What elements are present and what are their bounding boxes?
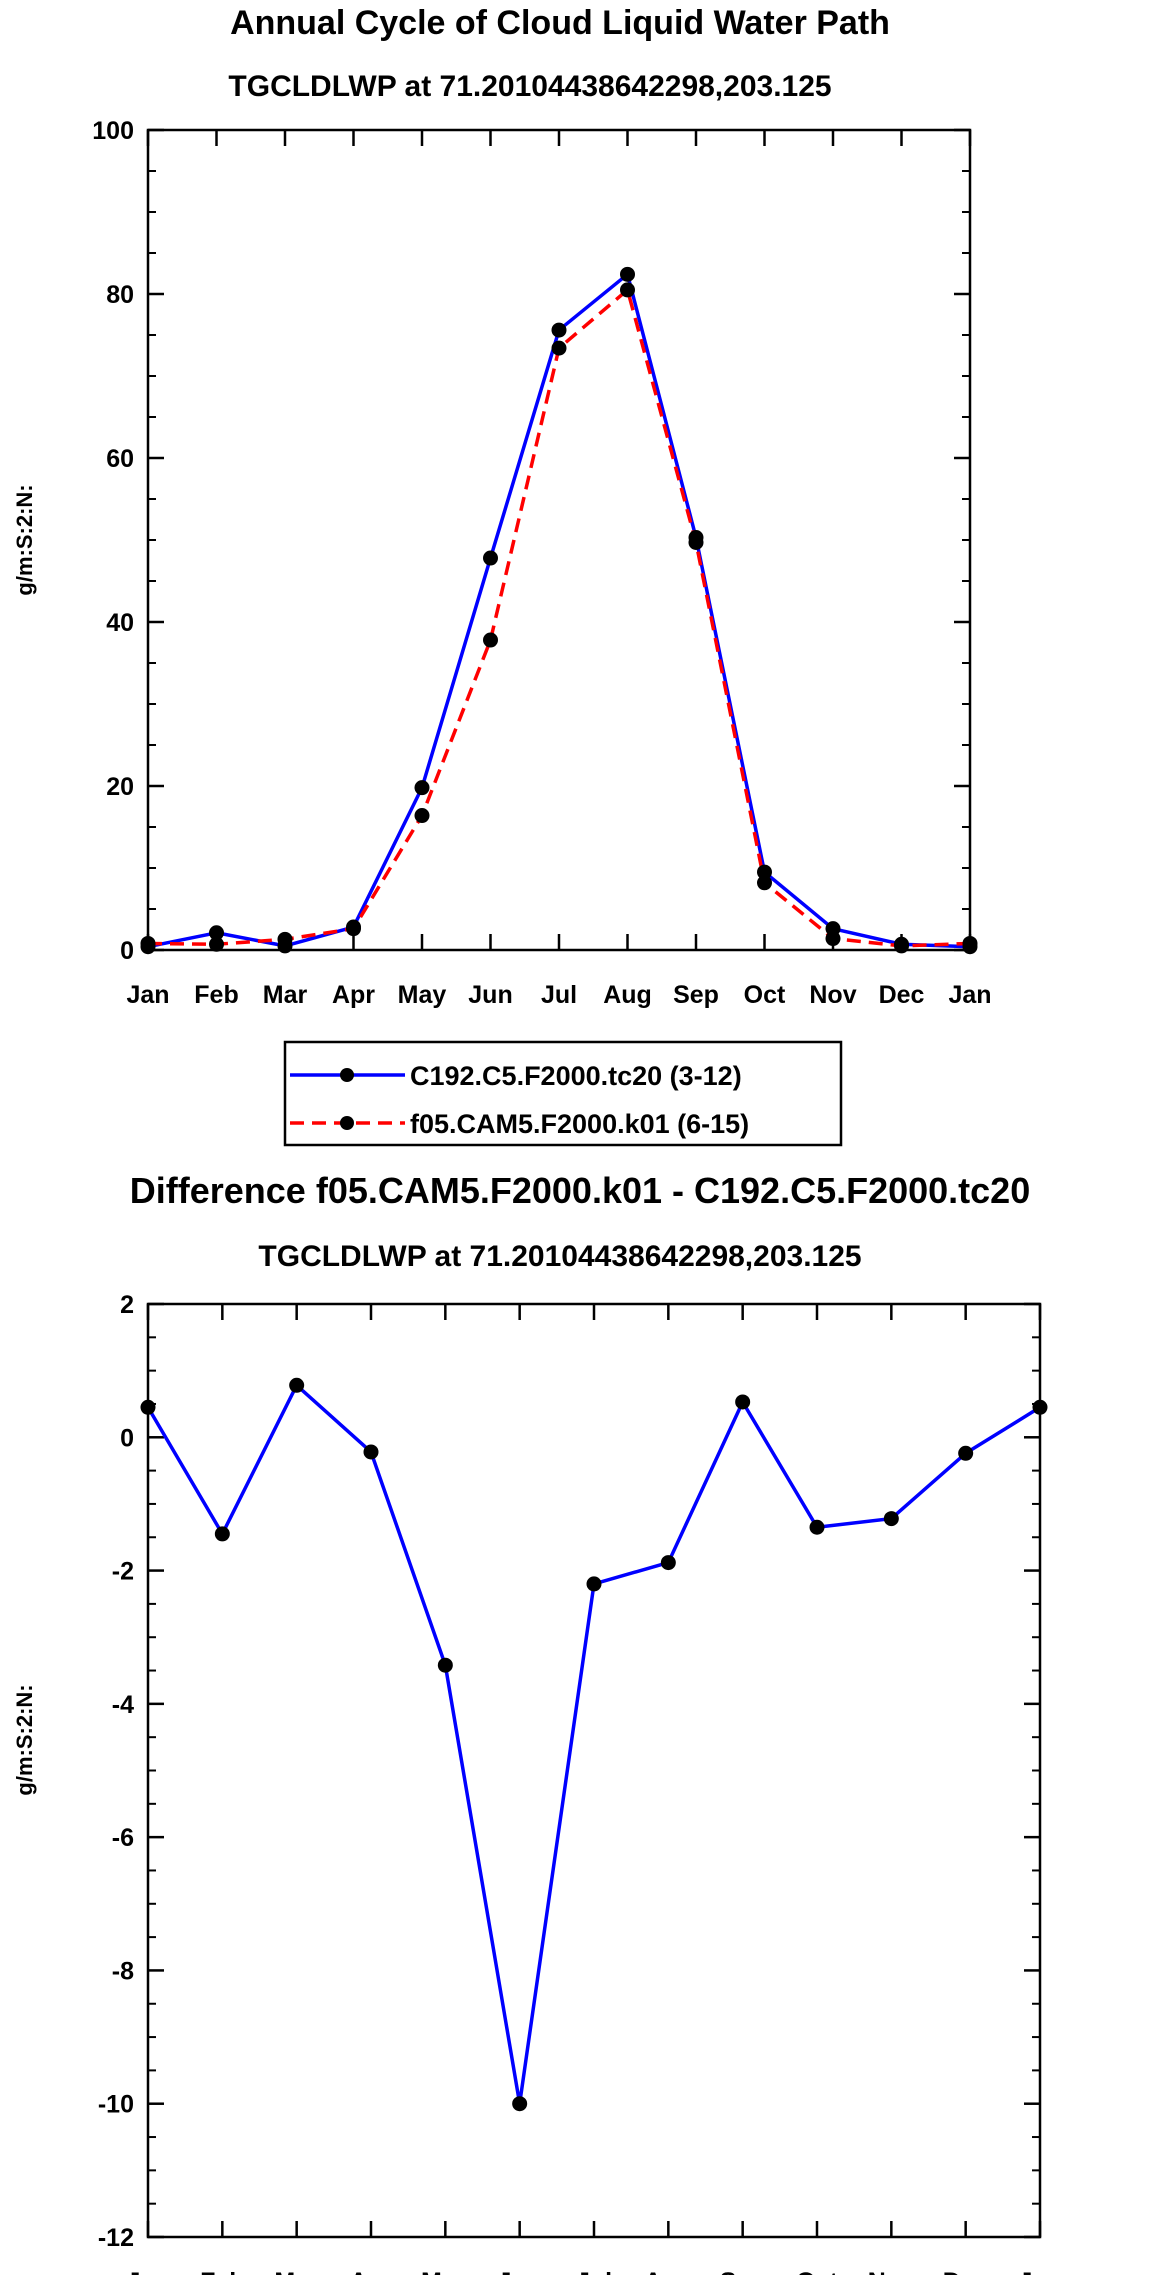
chart1: Annual Cycle of Cloud Liquid Water Path … xyxy=(12,4,992,1009)
chart1-subtitle: TGCLDLWP at 71.20104438642298,203.125 xyxy=(228,70,831,103)
x-tick-label: Jul xyxy=(541,981,577,1009)
data-point-series-1 xyxy=(214,1526,230,1542)
data-point-series-2 xyxy=(277,931,293,947)
data-point-series-2 xyxy=(551,340,567,356)
chart2-y-axis-label: g/m:S:2:N: xyxy=(12,1684,37,1795)
x-tick-label: May xyxy=(398,981,447,1009)
chart2-subtitle: TGCLDLWP at 71.20104438642298,203.125 xyxy=(258,1240,861,1273)
chart1-title: Annual Cycle of Cloud Liquid Water Path xyxy=(230,4,890,42)
chart2-title: Difference f05.CAM5.F2000.k01 - C192.C5.… xyxy=(130,1170,1030,1211)
x-tick-label: Jun xyxy=(468,981,512,1009)
x-tick-label: Aug xyxy=(644,2268,693,2275)
x-tick-label: Sep xyxy=(673,981,719,1009)
data-point-series-1 xyxy=(809,1519,825,1535)
data-point-series-1 xyxy=(289,1377,305,1393)
chart2-series xyxy=(140,1377,1048,2112)
y-tick-label: -12 xyxy=(98,2224,134,2252)
y-tick-label: 40 xyxy=(106,609,134,637)
y-tick-label: 0 xyxy=(120,1424,134,1452)
series-line-1 xyxy=(146,1383,1041,2106)
x-tick-label: Apr xyxy=(349,2268,392,2275)
data-point-series-1 xyxy=(209,925,224,941)
x-tick-label: Nov xyxy=(868,2268,915,2275)
y-tick-label: -4 xyxy=(112,1691,134,1719)
data-point-series-1 xyxy=(757,864,772,880)
x-tick-label: May xyxy=(421,2268,470,2275)
data-point-series-2 xyxy=(209,936,224,952)
x-tick-label: Oct xyxy=(744,981,786,1009)
data-point-series-1 xyxy=(735,1394,751,1410)
chart1-axes: 0 20 40 60 80 100 Jan Feb Mar Apr May Jun Jul Aug Sep O… xyxy=(92,117,991,1009)
data-point-series-1 xyxy=(414,780,430,796)
x-tick-label: Jan xyxy=(948,981,991,1009)
data-point-series-1 xyxy=(1032,1399,1048,1415)
data-point-series-1 xyxy=(660,1555,676,1571)
data-point-series-1 xyxy=(958,1445,974,1461)
data-point-series-1 xyxy=(620,266,635,282)
data-point-series-2 xyxy=(894,938,909,954)
data-point-series-1 xyxy=(363,1444,379,1460)
data-point-series-2 xyxy=(346,921,361,937)
plot-frame xyxy=(146,128,972,952)
x-tick-label: Dec xyxy=(879,981,925,1009)
data-point-series-1 xyxy=(883,1511,899,1527)
data-point-series-1 xyxy=(551,322,567,338)
data-point-series-2 xyxy=(962,935,978,951)
x-tick-label: Jan xyxy=(1018,2268,1061,2275)
legend-marker-series-2 xyxy=(340,1116,354,1130)
x-tick-label: Dec xyxy=(943,2268,989,2275)
x-tick-label: Sep xyxy=(720,2268,766,2275)
data-point-series-2 xyxy=(688,534,704,550)
x-tick-label: Jun xyxy=(497,2268,541,2275)
data-point-series-1 xyxy=(483,550,498,566)
data-point-series-2 xyxy=(414,808,430,824)
x-tick-label: Nov xyxy=(809,981,856,1009)
y-tick-label: -10 xyxy=(98,2091,134,2119)
x-tick-label: Mar xyxy=(274,2268,319,2275)
chart2: Difference f05.CAM5.F2000.k01 - C192.C5.… xyxy=(12,1170,1062,2275)
data-point-series-2 xyxy=(140,935,156,951)
x-tick-label: Jan xyxy=(126,981,169,1009)
data-point-series-1 xyxy=(512,2096,528,2112)
data-point-series-1 xyxy=(140,1399,156,1415)
x-tick-label: Mar xyxy=(263,981,308,1009)
legend-label-series-1: C192.C5.F2000.tc20 (3-12) xyxy=(410,1061,742,1091)
data-point-series-2 xyxy=(620,282,635,298)
y-tick-label: 100 xyxy=(92,117,134,145)
chart1-legend: C192.C5.F2000.tc20 (3-12) f05.CAM5.F2000… xyxy=(283,1040,843,1147)
y-tick-label: 2 xyxy=(120,1291,134,1319)
data-point-series-1 xyxy=(586,1576,602,1592)
x-tick-label: Oct xyxy=(796,2268,838,2275)
y-tick-label: 60 xyxy=(106,445,134,473)
chart1-y-axis-label: g/m:S:2:N: xyxy=(12,484,37,595)
x-tick-label: Aug xyxy=(603,981,652,1009)
x-tick-label: Feb xyxy=(200,2268,244,2275)
data-point-series-2 xyxy=(757,875,772,891)
y-tick-label: 0 xyxy=(120,937,134,965)
x-tick-label: Feb xyxy=(194,981,238,1009)
series-line-1 xyxy=(147,272,971,949)
legend-marker-series-1 xyxy=(340,1068,354,1082)
y-tick-label: 80 xyxy=(106,281,134,309)
data-point-series-2 xyxy=(483,632,498,648)
y-tick-label: -2 xyxy=(112,1558,134,1586)
x-tick-label: Jul xyxy=(576,2268,612,2275)
data-point-series-2 xyxy=(825,931,841,947)
x-tick-label: Apr xyxy=(332,981,375,1009)
y-tick-label: -6 xyxy=(112,1824,134,1852)
x-tick-label: Jan xyxy=(126,2268,169,2275)
chart1-series xyxy=(140,266,978,955)
legend-box xyxy=(283,1040,843,1147)
series-line-2 xyxy=(147,288,971,948)
plot-frame xyxy=(146,1302,1042,2239)
data-point-series-1 xyxy=(437,1657,453,1673)
chart2-axes: -12 -10 -8 -6 -4 -2 0 2 Jan Feb Mar Apr May Jun Jul Aug… xyxy=(98,1291,1062,2275)
legend-label-series-2: f05.CAM5.F2000.k01 (6-15) xyxy=(410,1109,749,1139)
y-tick-label: 20 xyxy=(106,773,134,801)
y-tick-label: -8 xyxy=(112,1957,134,1985)
